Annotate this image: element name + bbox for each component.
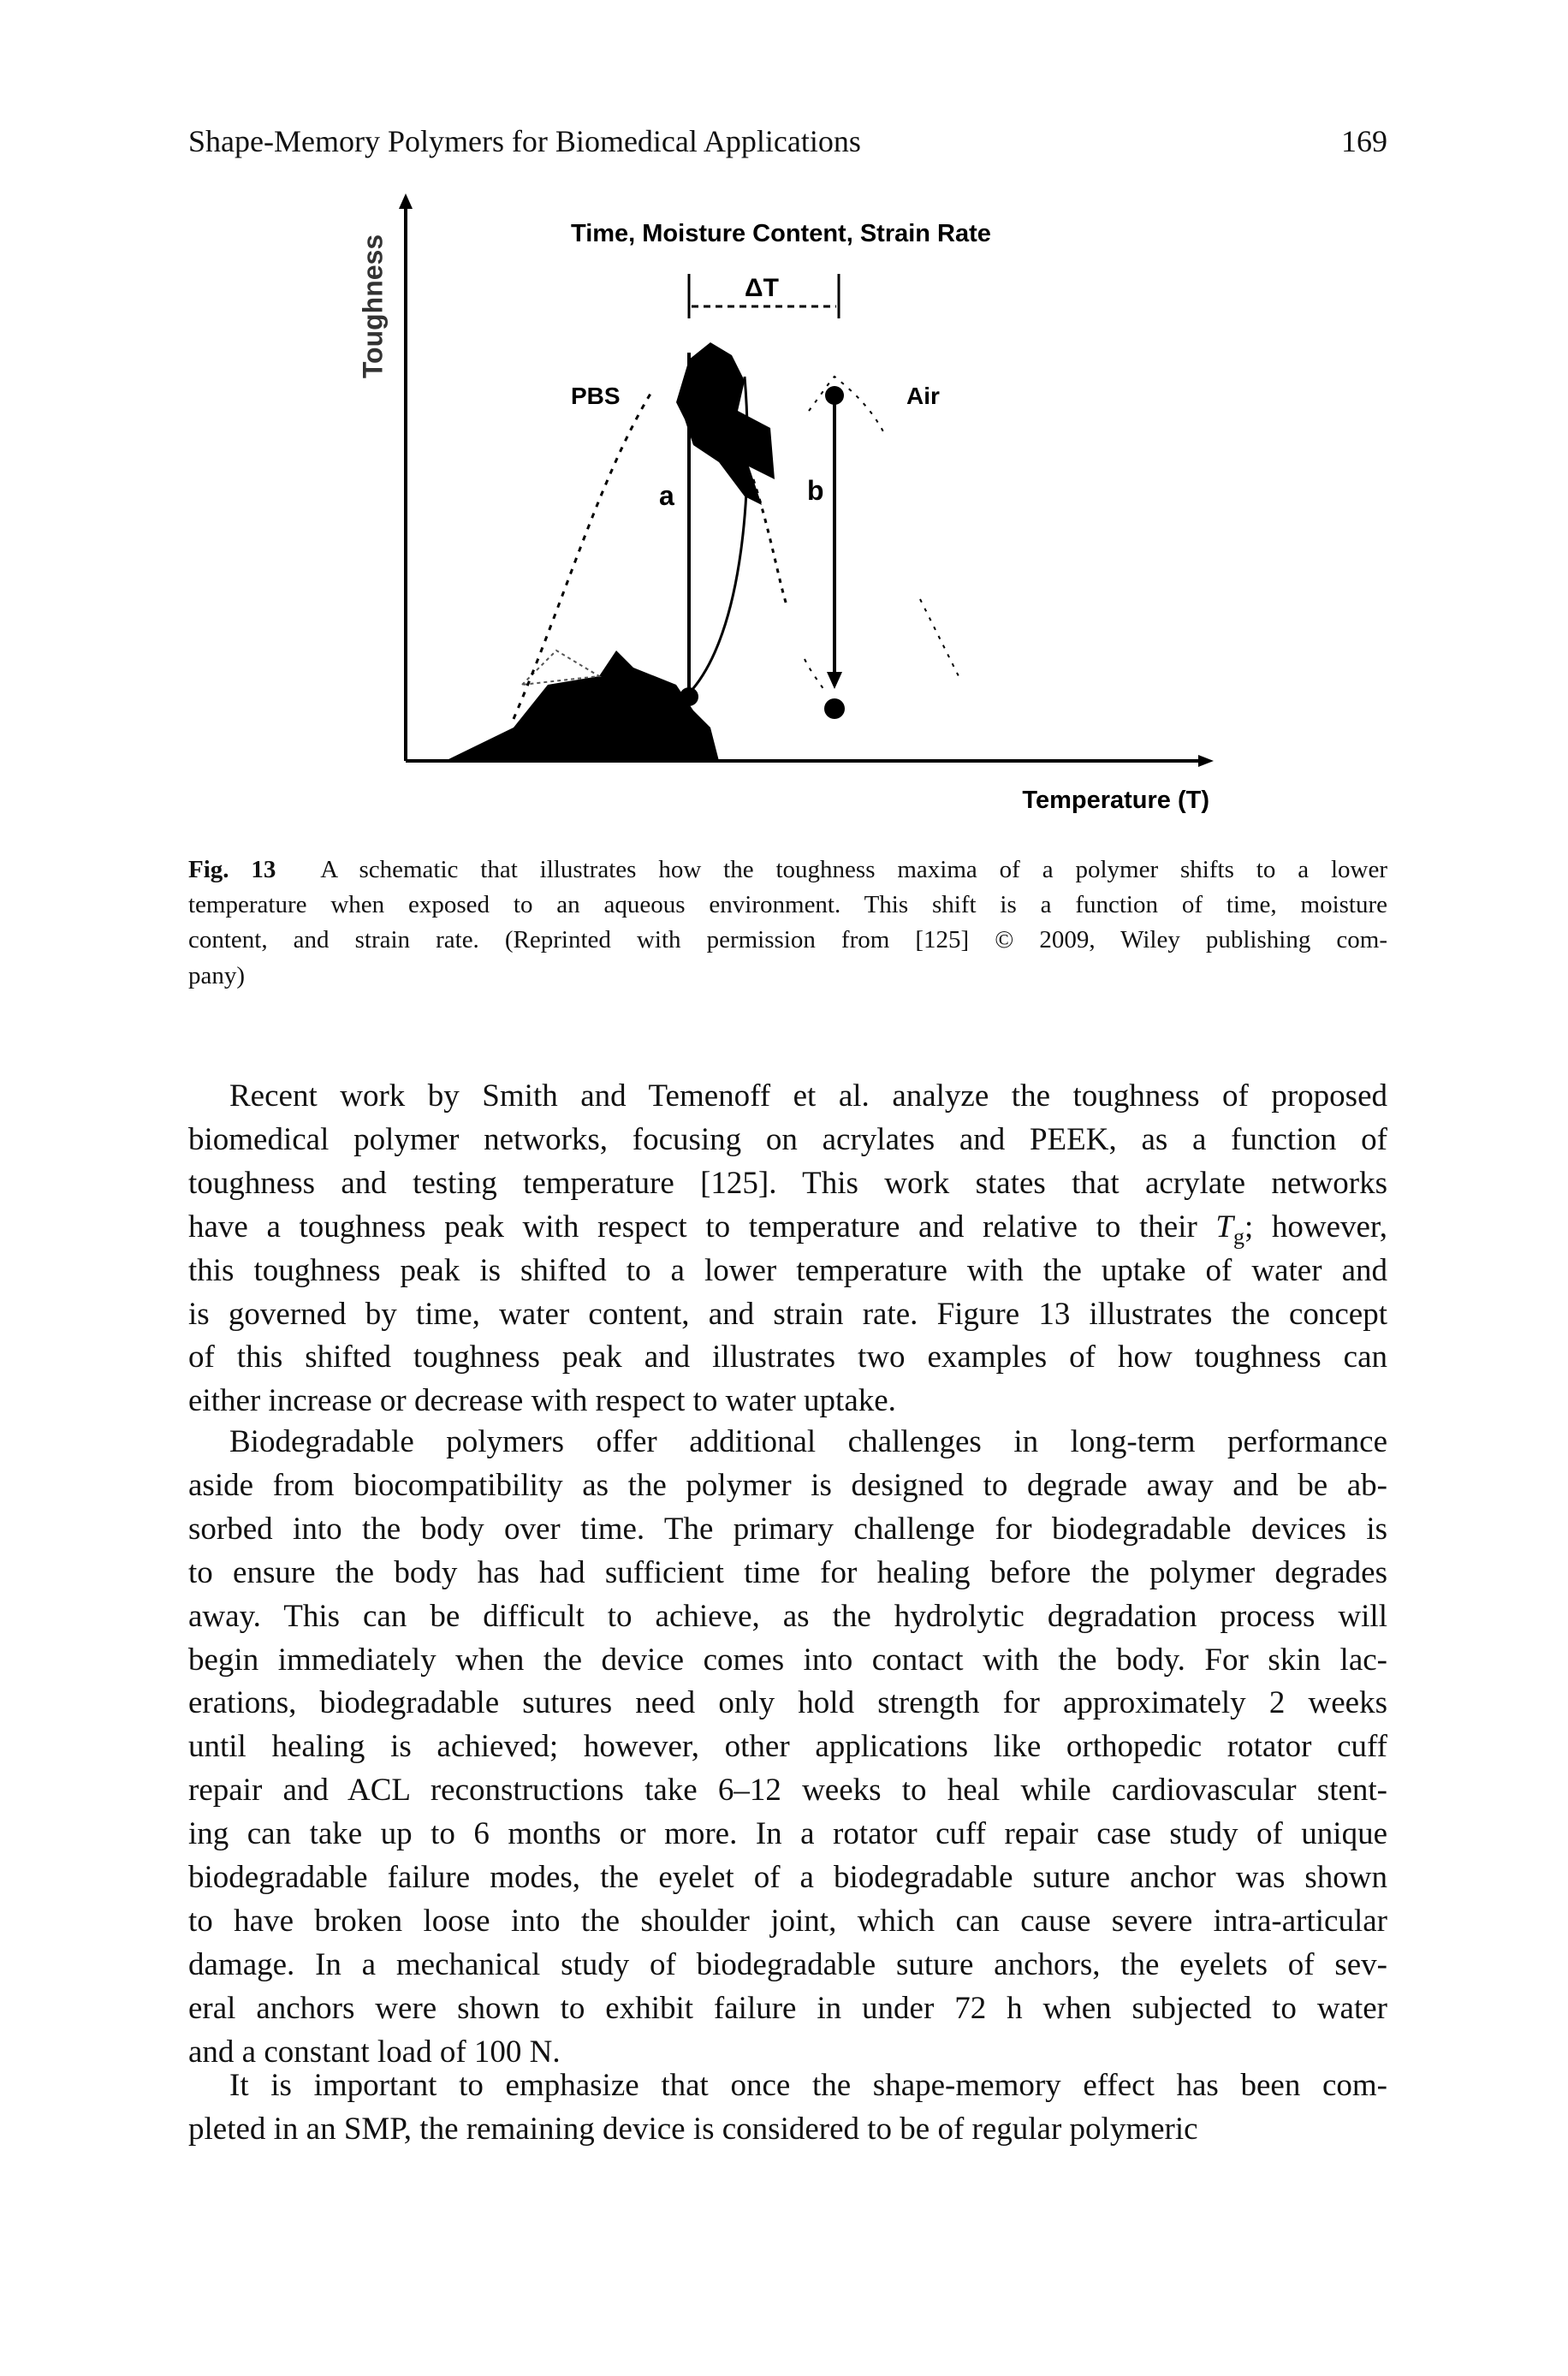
text-line: damage. In a mechanical study of biodegr… — [188, 1944, 1387, 1987]
subscript: g — [1232, 1224, 1244, 1250]
text: to ensure the body has had sufficient ti… — [188, 1554, 1387, 1590]
text: erations, biodegradable sutures need onl… — [188, 1685, 1387, 1721]
curve — [512, 393, 652, 720]
arrow — [827, 672, 842, 689]
text-line: It is important to emphasize that once t… — [188, 2064, 1387, 2107]
text-line: Biodegradable polymers offer additional … — [188, 1421, 1387, 1464]
shape — [520, 649, 603, 686]
text: to have broken loose into the shoulder j… — [188, 1903, 1387, 1939]
text-line: and a constant load of 100 N. — [188, 2031, 1387, 2074]
shape — [445, 650, 719, 761]
text: sorbed into the body over time. The prim… — [188, 1511, 1387, 1547]
text-line: biodegradable failure modes, the eyelet … — [188, 1856, 1387, 1899]
page-number: 169 — [1341, 124, 1387, 158]
text: It is important to emphasize that once t… — [229, 2068, 1387, 2103]
text: away. This can be difficult to achieve, … — [188, 1598, 1387, 1634]
text: this toughness peak is shifted to a lowe… — [188, 1252, 1387, 1288]
text: of this shifted toughness peak and illus… — [188, 1339, 1387, 1375]
point — [680, 687, 698, 706]
point — [825, 386, 844, 405]
text-line: have a toughness peak with respect to te… — [188, 1206, 1387, 1258]
text: repair and ACL reconstructions take 6–12… — [188, 1773, 1387, 1809]
text-line: ing can take up to 6 months or more. In … — [188, 1813, 1387, 1856]
caption-line: pany) — [188, 959, 1387, 993]
text-line: toughness and testing temperature [125].… — [188, 1162, 1387, 1205]
text-line: repair and ACL reconstructions take 6–12… — [188, 1769, 1387, 1812]
text-line: biomedical polymer networks, focusing on… — [188, 1119, 1387, 1161]
text-line: Recent work by Smith and Temenoff et al.… — [188, 1075, 1387, 1118]
line-label: a — [659, 480, 674, 511]
shape — [676, 342, 775, 505]
caption-line: temperature when exposed to an aqueous e… — [188, 888, 1387, 922]
text-line: this toughness peak is shifted to a lowe… — [188, 1250, 1387, 1292]
text: toughness and testing temperature [125].… — [188, 1165, 1387, 1201]
caption-line: Fig. 13 A schematic that illustrates how… — [188, 852, 1387, 887]
curve — [687, 376, 749, 695]
text: until healing is achieved; however, othe… — [188, 1729, 1387, 1765]
caption-text: temperature when exposed to an aqueous e… — [188, 891, 1387, 918]
curve — [808, 375, 887, 437]
text: have a toughness peak with respect to te… — [188, 1209, 1216, 1244]
running-title: Shape-Memory Polymers for Biomedical App… — [188, 124, 861, 158]
caption-line: content, and strain rate. (Reprinted wit… — [188, 923, 1387, 957]
text: ; however, — [1244, 1209, 1387, 1244]
text-line: to have broken loose into the shoulder j… — [188, 1900, 1387, 1943]
text: is governed by time, water content, and … — [188, 1296, 1387, 1332]
text: Recent work by Smith and Temenoff et al.… — [229, 1078, 1387, 1114]
text: begin immediately when the device comes … — [188, 1642, 1387, 1678]
axis-arrow — [1198, 755, 1214, 767]
text: ing can take up to 6 months or more. In … — [188, 1816, 1387, 1852]
curve — [804, 658, 827, 694]
text-line: eral anchors were shown to exhibit failu… — [188, 1987, 1387, 2030]
text-line: aside from biocompatibility as the polym… — [188, 1464, 1387, 1507]
y-axis-label: Toughness — [357, 235, 388, 378]
text-line: sorbed into the body over time. The prim… — [188, 1508, 1387, 1551]
text-line: to ensure the body has had sufficient ti… — [188, 1552, 1387, 1595]
caption-text: A schematic that illustrates how the tou… — [320, 856, 1388, 883]
text: eral anchors were shown to exhibit failu… — [188, 1990, 1387, 2026]
text: and a constant load of 100 N. — [188, 2034, 561, 2070]
text-line: away. This can be difficult to achieve, … — [188, 1595, 1387, 1638]
text-line: pleted in an SMP, the remaining device i… — [188, 2108, 1387, 2151]
text: aside from biocompatibility as the polym… — [188, 1467, 1387, 1503]
curve-label: Air — [906, 383, 940, 409]
text: damage. In a mechanical study of biodegr… — [188, 1946, 1387, 1982]
top-label: Time, Moisture Content, Strain Rate — [571, 220, 991, 247]
point — [824, 698, 845, 719]
symbol: T — [1215, 1209, 1233, 1244]
text-line: until healing is achieved; however, othe… — [188, 1726, 1387, 1768]
axis-arrow — [399, 193, 413, 209]
text-line: either increase or decrease with respect… — [188, 1380, 1387, 1423]
delta-label: ΔT — [745, 274, 779, 302]
caption-label: Fig. 13 — [188, 856, 276, 883]
text-line: of this shifted toughness peak and illus… — [188, 1336, 1387, 1379]
text: biomedical polymer networks, focusing on… — [188, 1121, 1387, 1157]
text: either increase or decrease with respect… — [188, 1383, 896, 1419]
text: biodegradable failure modes, the eyelet … — [188, 1860, 1387, 1895]
text: Biodegradable polymers offer additional … — [229, 1424, 1387, 1459]
text: pleted in an SMP, the remaining device i… — [188, 2111, 1198, 2147]
caption-text: pany) — [188, 962, 246, 989]
x-axis-label: Temperature (T) — [1022, 787, 1209, 814]
figure: Toughness Time, Moisture Content, Strain… — [357, 193, 1214, 814]
line-label: b — [807, 475, 824, 506]
text-line: is governed by time, water content, and … — [188, 1293, 1387, 1336]
text-line: begin immediately when the device comes … — [188, 1639, 1387, 1682]
curve-label: PBS — [571, 383, 621, 409]
curve — [919, 598, 959, 677]
text-line: erations, biodegradable sutures need onl… — [188, 1682, 1387, 1725]
caption-text: content, and strain rate. (Reprinted wit… — [188, 926, 1387, 953]
